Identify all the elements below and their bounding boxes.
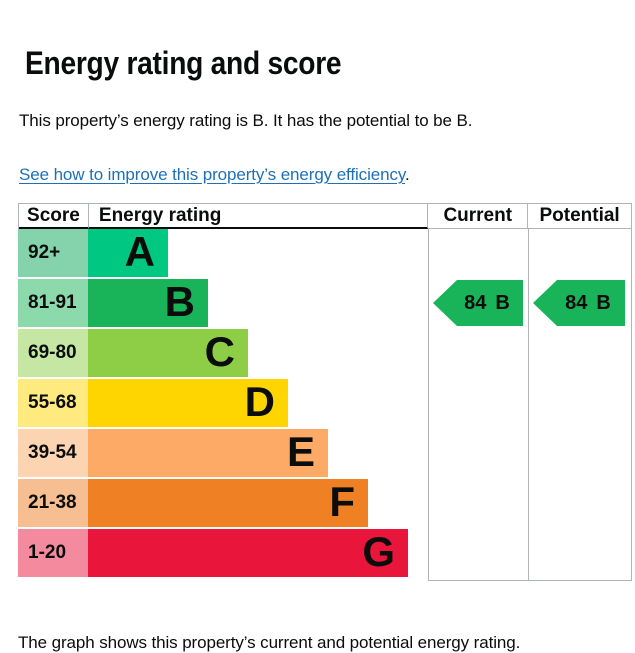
band-row-b: 81-91 B	[18, 279, 408, 329]
band-score-range: 92+	[18, 229, 88, 277]
band-score-range: 21-38	[18, 479, 88, 527]
band-row-g: 1-20 G	[18, 529, 408, 579]
band-bar-letter: B	[88, 279, 208, 327]
current-band: B	[495, 291, 510, 314]
table-bottom-border	[428, 580, 632, 581]
band-rows: 92+ A 81-91 B 69-80 C 55-68 D 39-54 E 21…	[18, 229, 408, 579]
link-suffix: .	[405, 165, 410, 184]
band-score-range: 39-54	[18, 429, 88, 477]
table-right-border	[631, 228, 632, 581]
band-bar-letter: C	[88, 329, 248, 377]
band-score-range: 1-20	[18, 529, 88, 577]
current-column-left-border	[428, 228, 429, 581]
band-score-range: 69-80	[18, 329, 88, 377]
potential-band: B	[596, 291, 611, 314]
band-bar-letter: D	[88, 379, 288, 427]
current-rating-arrow: 84 B	[433, 280, 523, 326]
band-bar-letter: A	[88, 229, 168, 277]
band-row-c: 69-80 C	[18, 329, 408, 379]
band-row-d: 55-68 D	[18, 379, 408, 429]
improve-efficiency-link-line: See how to improve this property’s energ…	[19, 165, 410, 185]
band-score-range: 55-68	[18, 379, 88, 427]
band-bar-letter: E	[88, 429, 328, 477]
potential-score: 84	[565, 291, 588, 314]
band-score-range: 81-91	[18, 279, 88, 327]
band-row-a: 92+ A	[18, 229, 408, 279]
band-row-f: 21-38 F	[18, 479, 408, 529]
header-potential: Potential	[528, 204, 632, 229]
band-row-e: 39-54 E	[18, 429, 408, 479]
graph-caption: The graph shows this property’s current …	[18, 633, 521, 652]
header-current: Current	[428, 204, 529, 229]
energy-rating-chart: Score Energy rating Current Potential 92…	[18, 203, 632, 581]
page-title: Energy rating and score	[25, 45, 342, 82]
band-bar-letter: G	[88, 529, 408, 577]
potential-rating-arrow: 84 B	[533, 280, 625, 326]
intro-text: This property’s energy rating is B. It h…	[19, 111, 473, 130]
chart-header-row: Score Energy rating Current Potential	[18, 203, 632, 229]
band-bar-letter: F	[88, 479, 368, 527]
current-score: 84	[464, 291, 487, 314]
header-energy-rating: Energy rating	[88, 204, 429, 229]
potential-column-left-border	[528, 228, 529, 581]
improve-efficiency-link[interactable]: See how to improve this property’s energ…	[19, 165, 405, 184]
header-score: Score	[19, 204, 89, 229]
